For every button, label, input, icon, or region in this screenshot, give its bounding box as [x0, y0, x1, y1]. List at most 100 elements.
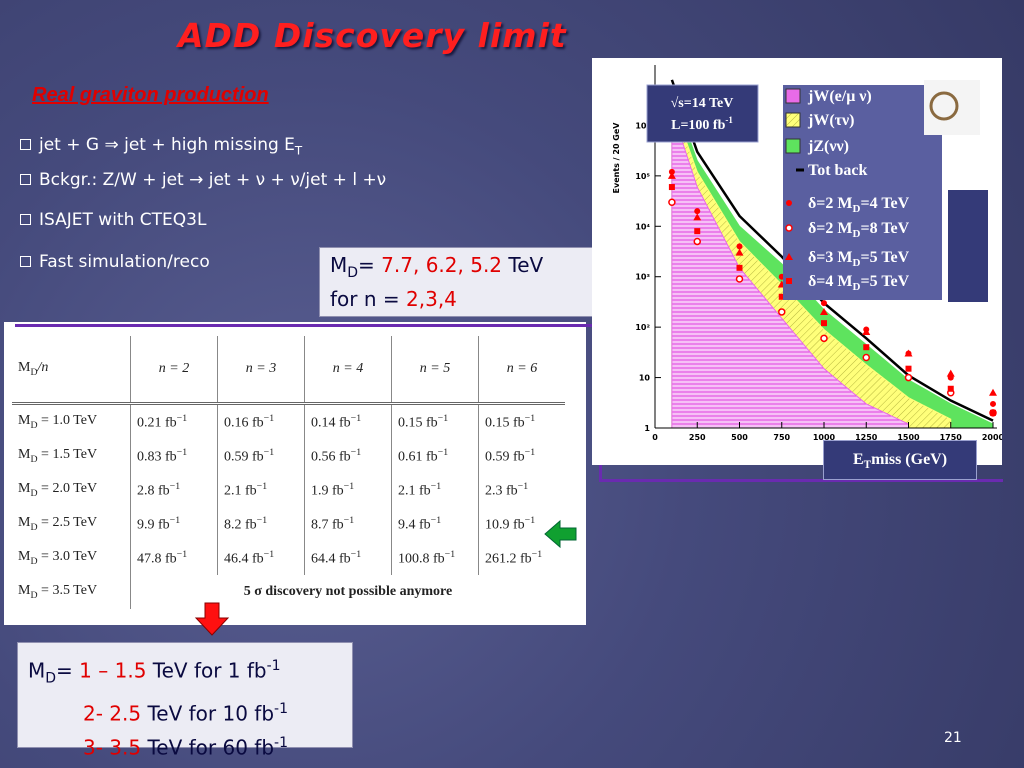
marker	[693, 237, 701, 246]
table-row: MD = 2.0 TeV 2.8 fb−1 2.1 fb−1 1.9 fb−1 2.1 …	[12, 473, 565, 507]
bullet-box	[20, 214, 31, 225]
highlight: 7.7, 6.2, 5.2	[381, 253, 503, 277]
note-cell: 5 σ discovery not possible anymore	[131, 575, 566, 609]
text: Bckgr.: Z/W + jet → jet + ν + ν/jet + l …	[39, 170, 387, 190]
superscript: −1	[256, 480, 268, 492]
text: M	[18, 481, 31, 497]
text: fb	[513, 415, 525, 431]
superscript: −1	[524, 412, 536, 424]
text: fb	[513, 449, 525, 465]
text: =	[37, 447, 53, 463]
marker	[778, 293, 785, 300]
legend-box	[783, 85, 942, 300]
text: 64.4	[311, 551, 336, 567]
y-tick-label: 1	[644, 424, 650, 433]
text: fb	[158, 483, 170, 499]
superscript: −1	[176, 446, 188, 458]
table-cell: 0.14 fb−1	[304, 403, 392, 439]
text: 0.59	[485, 449, 510, 465]
table-cell: 0.15 fb−1	[391, 403, 479, 439]
text: fb	[165, 415, 177, 431]
text: fb	[158, 517, 170, 533]
y-tick-label: 10	[639, 374, 651, 383]
table-cell: 2.1 fb−1	[217, 473, 305, 507]
text: 0.15	[485, 415, 510, 431]
text: fb	[419, 517, 431, 533]
table-cell: 0.59 fb−1	[479, 439, 566, 473]
text: 2.5 TeV	[52, 515, 98, 531]
bullet: Fast simulation/reco	[20, 252, 210, 272]
text: 1 – 1.5	[79, 658, 147, 683]
table-cell: 8.2 fb−1	[217, 507, 305, 541]
callout-line: MD= 7.7, 6.2, 5.2 TeV	[330, 252, 600, 286]
superscript: −1	[343, 480, 355, 492]
text: 47.8	[137, 551, 162, 567]
text: fb	[252, 551, 264, 567]
text: 8.7	[311, 517, 329, 533]
text: 0.15	[398, 415, 423, 431]
superscript: −1	[343, 514, 355, 526]
subscript: D	[30, 366, 38, 378]
legend-label: jZ(νν)	[807, 138, 849, 155]
superscript: -1	[266, 658, 281, 674]
superscript: −1	[263, 548, 275, 560]
text: n = 4	[332, 361, 364, 376]
callout-line: MD= 1 – 1.5 TeV for 1 fb-1	[28, 651, 352, 694]
subscript: D	[30, 589, 38, 601]
text: =	[37, 413, 53, 429]
table-cell: 0.61 fb−1	[391, 439, 479, 473]
highlight: 2,3,4	[406, 287, 457, 311]
row-label: MD = 2.0 TeV	[12, 473, 131, 507]
text: δ=2 M	[808, 195, 853, 212]
legend-label: jW(τν)	[807, 112, 855, 129]
text: M	[18, 583, 31, 599]
text: n = 3	[245, 361, 277, 376]
header-cell: n = 6	[478, 336, 565, 405]
superscript: −1	[524, 514, 536, 526]
text: 3- 3.5	[83, 735, 142, 760]
text: 0.14	[311, 415, 336, 431]
table-cell: 261.2 fb−1	[479, 541, 566, 575]
superscript: −1	[444, 548, 456, 560]
text: miss (GeV)	[871, 451, 948, 468]
text: fb	[339, 415, 351, 431]
marker	[990, 409, 996, 416]
text: E	[852, 451, 864, 468]
logo	[929, 91, 959, 121]
text: 9.4	[398, 517, 416, 533]
text: fb	[245, 483, 257, 499]
row-label: MD = 2.5 TeV	[12, 507, 131, 541]
text: =	[56, 658, 73, 683]
table-cell: 10.9 fb−1	[479, 507, 566, 541]
y-tick-label: 10⁶	[635, 121, 650, 130]
callout-top: MD= 7.7, 6.2, 5.2 TeV for n = 2,3,4	[319, 247, 601, 317]
x-axis-label: ETmiss (GeV)	[823, 440, 977, 480]
marker	[736, 243, 743, 250]
table-row: MD = 1.5 TeV 0.83 fb−1 0.59 fb−1 0.56 fb−1 0…	[12, 439, 565, 473]
text: fb	[419, 483, 431, 499]
superscript: −1	[176, 412, 188, 424]
superscript: −1	[169, 514, 181, 526]
table-row: MD = 2.5 TeV 9.9 fb−1 8.2 fb−1 8.7 fb−1 9.4 …	[12, 507, 565, 541]
info-lumi: L=100 fb-1	[671, 115, 733, 133]
x-tick-label: 0	[652, 433, 658, 442]
text: 2.1	[224, 483, 242, 499]
marker	[821, 320, 827, 327]
subscript: D	[30, 521, 38, 533]
text: TeV for 10 fb	[147, 701, 275, 726]
table-cell: 100.8 fb−1	[391, 541, 479, 575]
row-label: MD = 1.0 TeV	[12, 403, 131, 439]
text: 0.83	[137, 449, 162, 465]
legend-marker	[786, 278, 792, 284]
text: 5 σ discovery not possible anymore	[243, 584, 453, 599]
marker	[904, 373, 913, 382]
table-cell: 64.4 fb−1	[304, 541, 392, 575]
header-row: MD/n n = 2 n = 3 n = 4 n = 5 n = 6	[12, 336, 565, 405]
x-tick-label: 500	[731, 433, 748, 442]
superscript: −1	[430, 514, 442, 526]
x-tick-label: 2000	[982, 433, 1002, 442]
text: 1.0 TeV	[52, 413, 98, 429]
subscript: D	[853, 281, 861, 293]
table-cell: 0.83 fb−1	[130, 439, 218, 473]
